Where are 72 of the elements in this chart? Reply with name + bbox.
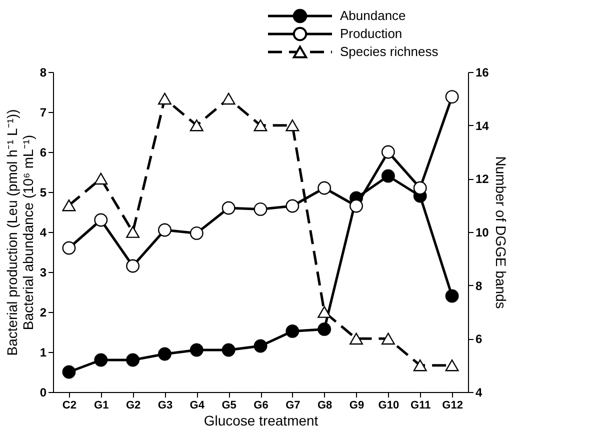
point: [350, 332, 363, 345]
x-tick-label: G1: [94, 400, 109, 412]
x-tick-label: G9: [349, 400, 364, 412]
x-tick-label: G3: [158, 400, 173, 412]
y-tick-label: 4: [40, 226, 47, 240]
point: [62, 365, 76, 379]
point: [286, 119, 300, 132]
point: [254, 339, 268, 353]
x-tick-label: G10: [378, 400, 400, 412]
point: [222, 92, 236, 105]
y-axis-title: Bacterial production (Leu (pmol h⁻¹ L⁻¹)) Bacterial abundance (10⁶ mL⁻¹): [4, 109, 36, 356]
y2-tick-label: 12: [476, 172, 490, 186]
y-tick-label: 1: [40, 346, 47, 360]
legend-label: Species richness: [340, 44, 439, 59]
point: [286, 199, 300, 213]
point: [318, 306, 332, 318]
x-tick-label: G11: [410, 400, 431, 412]
x-tick-label: C2: [62, 400, 76, 412]
point: [445, 359, 459, 372]
y-tick-label: 5: [40, 186, 47, 200]
y2-tick-label: 8: [476, 278, 482, 293]
point: [413, 181, 427, 195]
x-tick-label: G8: [318, 400, 332, 412]
point: [190, 119, 204, 132]
point: [62, 199, 76, 212]
point: [445, 90, 459, 104]
point: [158, 92, 172, 105]
legend-label: Abundance: [340, 8, 406, 23]
x-tick-label: G2: [126, 400, 141, 412]
point: [286, 324, 300, 338]
point: [158, 347, 172, 361]
point: [350, 199, 363, 213]
point: [126, 226, 140, 238]
point: [413, 359, 427, 372]
x-tick-label: G6: [254, 400, 268, 412]
point: [94, 213, 108, 227]
point: [126, 353, 140, 367]
y-tick-label: 7: [40, 106, 47, 120]
point: [318, 181, 332, 195]
x-tick-label: G7: [286, 400, 300, 412]
x-tick-label: G12: [442, 400, 463, 412]
point: [190, 343, 204, 357]
point: [94, 172, 108, 185]
y-tick-label: 3: [40, 266, 47, 280]
point: [222, 201, 236, 215]
y2-tick-label: 16: [476, 66, 490, 80]
point: [222, 343, 236, 357]
y2-tick-label: 10: [476, 226, 490, 240]
y2-tick-label: 6: [476, 332, 482, 346]
point: [381, 332, 395, 345]
y2-tick-label: 14: [476, 118, 490, 133]
y2-axis-title: Number of DGGE bands: [492, 156, 509, 309]
point: [254, 119, 268, 132]
y-tick-label: 6: [40, 146, 47, 160]
point: [190, 226, 204, 240]
point: [381, 145, 395, 159]
point: [445, 289, 459, 303]
point: [126, 259, 140, 273]
x-tick-label: G5: [222, 400, 236, 412]
point: [381, 169, 395, 183]
x-axis-title: Glucose treatment: [204, 412, 318, 428]
point: [94, 353, 108, 367]
y-tick-label: 0: [40, 386, 47, 400]
point: [318, 322, 332, 336]
point: [254, 202, 268, 216]
point: [158, 223, 172, 237]
y-tick-label: 8: [40, 66, 47, 80]
point: [62, 241, 76, 255]
y2-tick-label: 4: [476, 386, 482, 400]
legend-label: Production: [340, 26, 402, 41]
x-tick-label: G4: [190, 400, 206, 412]
y-tick-label: 2: [40, 306, 47, 320]
